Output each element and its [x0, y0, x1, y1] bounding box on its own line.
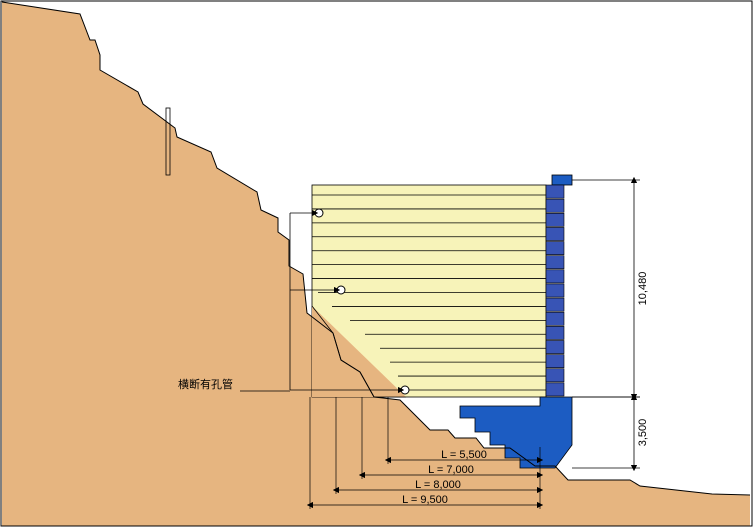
- length-dim-label: L = 8,000: [415, 479, 461, 491]
- length-dim-label: L = 7,000: [428, 464, 474, 476]
- height-dim-label: 10,480: [637, 272, 649, 306]
- height-dim-label: 3,500: [637, 419, 649, 447]
- drain-pipe-icon: [315, 209, 323, 217]
- length-dim-label: L = 5,500: [441, 449, 487, 461]
- wall-facing: [546, 175, 572, 396]
- height-dimension: 3,500: [572, 397, 649, 468]
- height-dimension: 10,480: [572, 180, 649, 397]
- drain-pipe-label: 横断有孔管: [178, 377, 233, 391]
- length-dim-label: L = 9,500: [402, 494, 448, 506]
- drain-pipe-icon: [337, 286, 345, 294]
- drain-pipe-icon: [401, 386, 409, 394]
